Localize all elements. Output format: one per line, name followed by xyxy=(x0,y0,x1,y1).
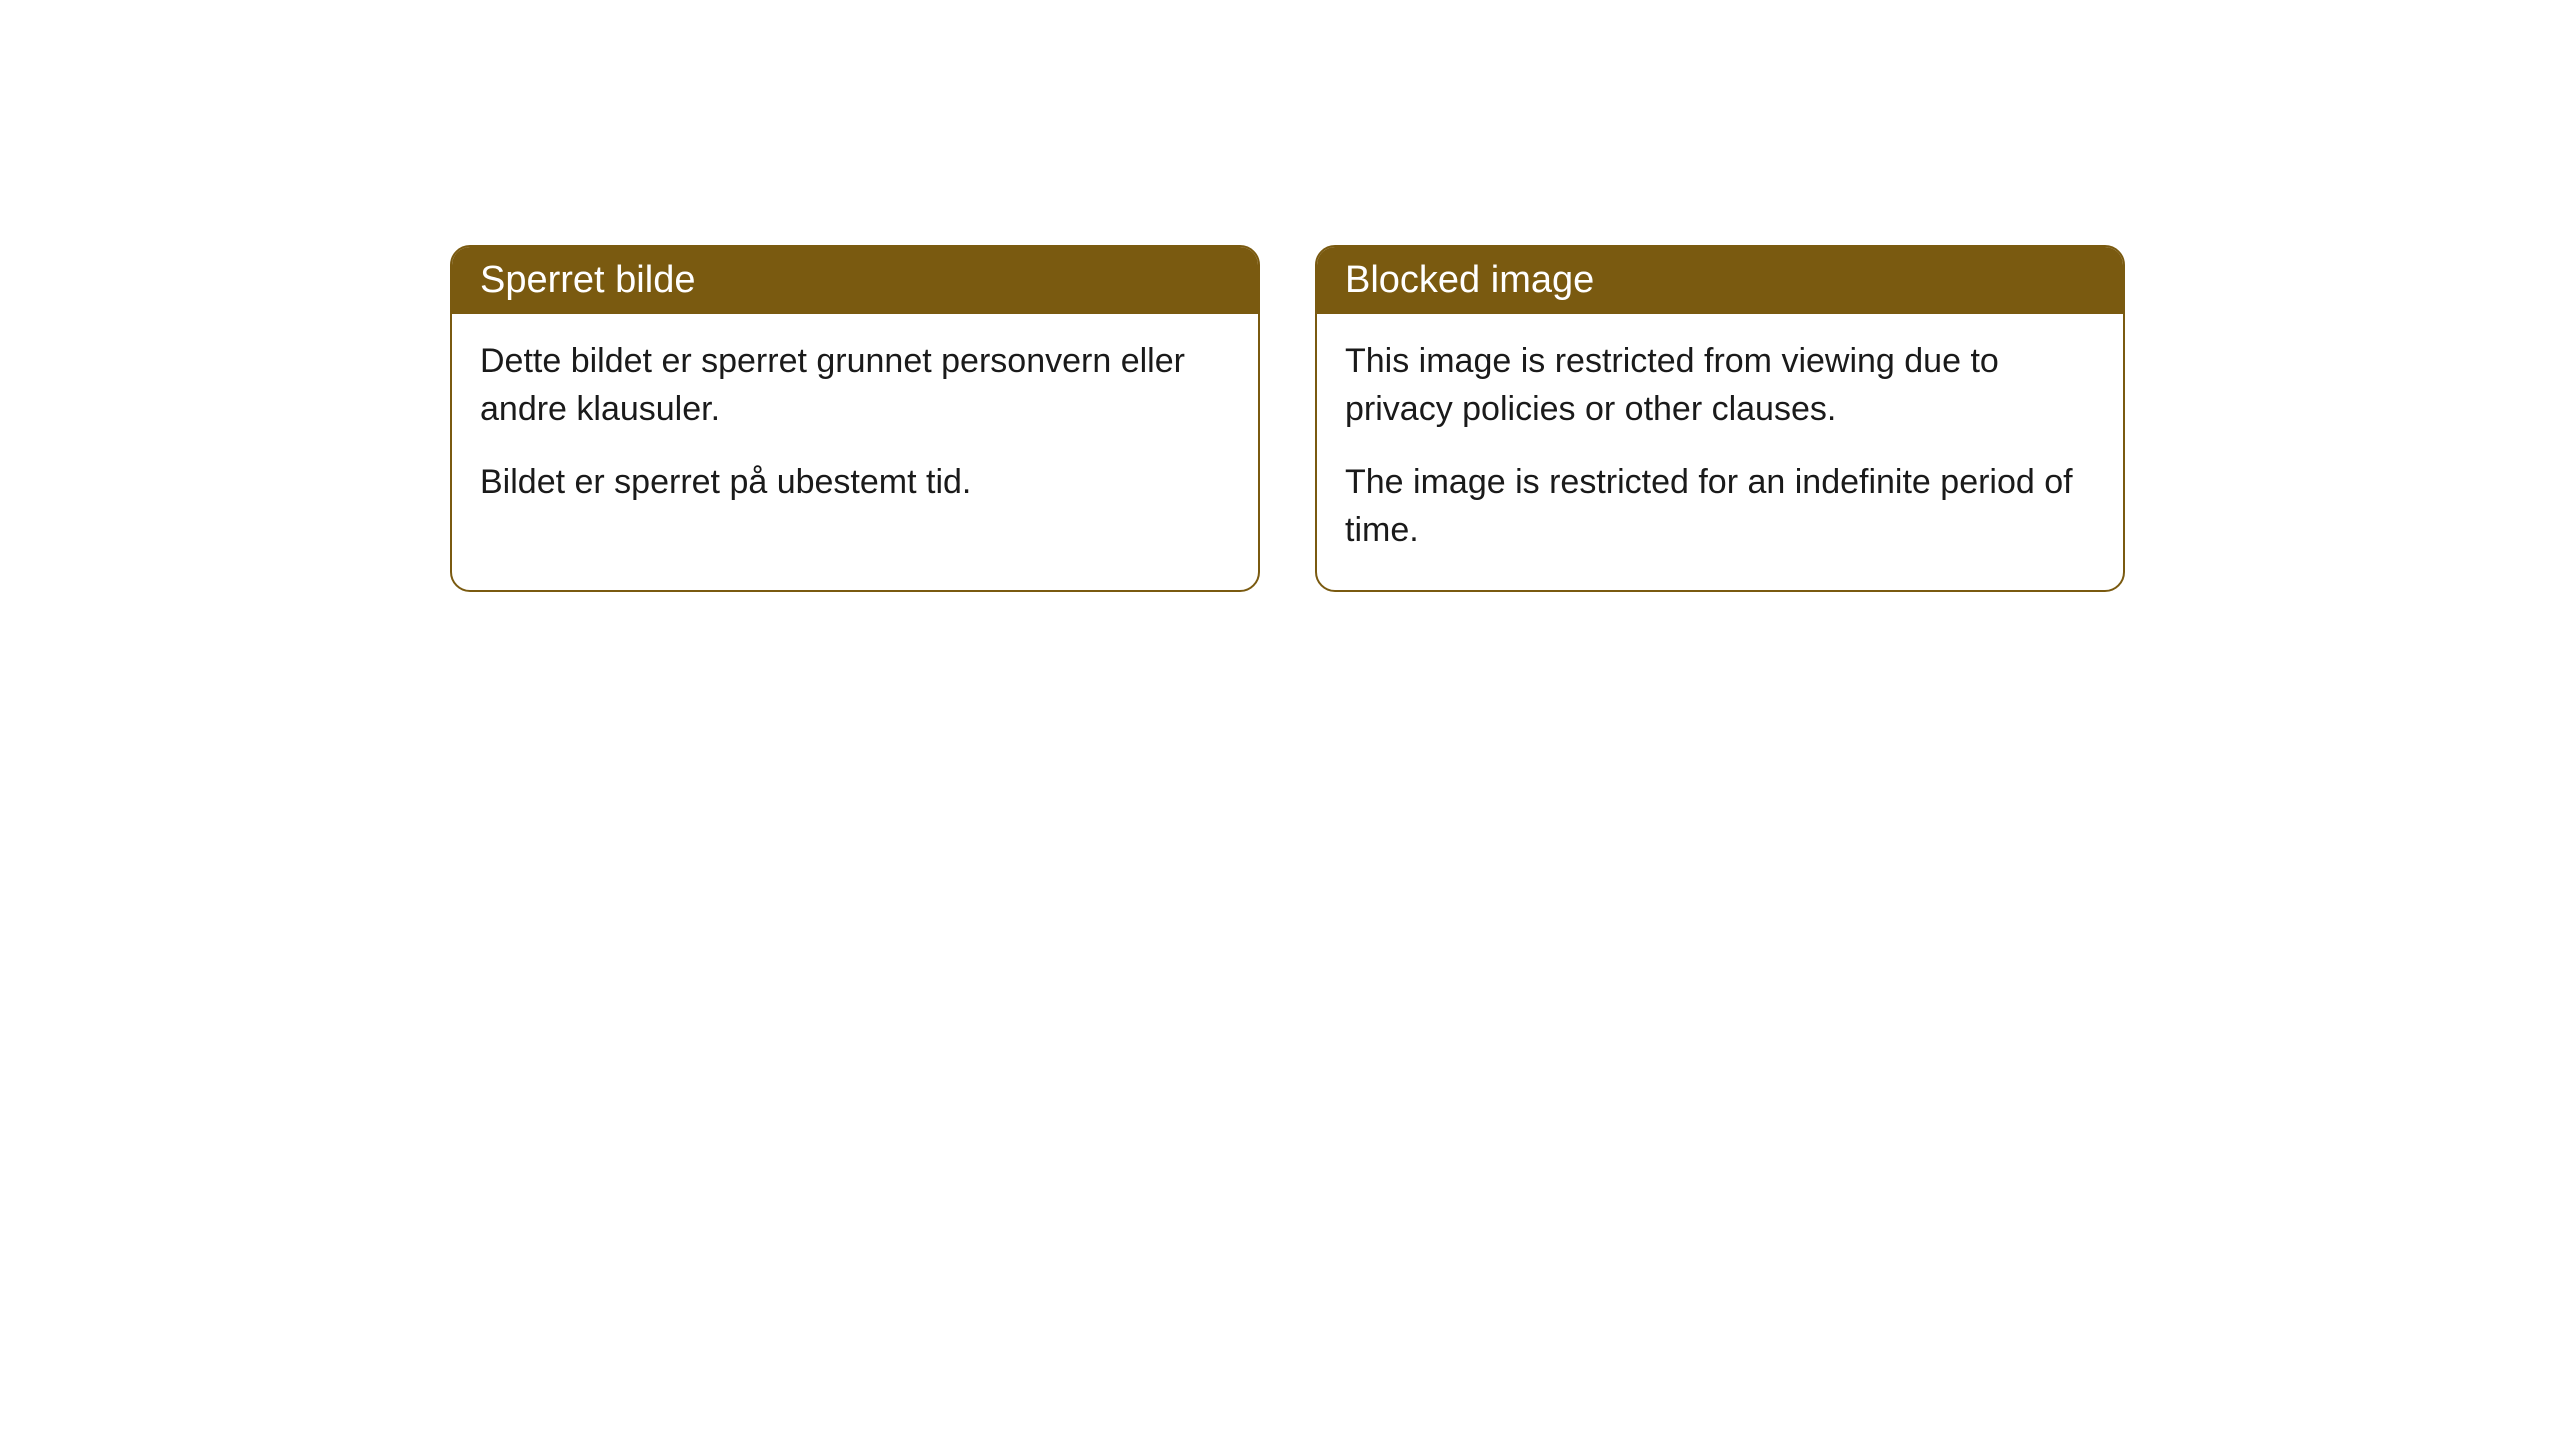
card-norwegian: Sperret bilde Dette bildet er sperret gr… xyxy=(450,245,1260,592)
card-english: Blocked image This image is restricted f… xyxy=(1315,245,2125,592)
card-body: Dette bildet er sperret grunnet personve… xyxy=(452,314,1258,543)
card-paragraph: The image is restricted for an indefinit… xyxy=(1345,459,2095,554)
card-header: Sperret bilde xyxy=(452,247,1258,314)
card-body: This image is restricted from viewing du… xyxy=(1317,314,2123,590)
card-title: Sperret bilde xyxy=(480,259,695,301)
cards-container: Sperret bilde Dette bildet er sperret gr… xyxy=(450,245,2125,592)
card-title: Blocked image xyxy=(1345,259,1594,301)
card-paragraph: Bildet er sperret på ubestemt tid. xyxy=(480,459,1230,507)
card-paragraph: This image is restricted from viewing du… xyxy=(1345,338,2095,433)
card-header: Blocked image xyxy=(1317,247,2123,314)
card-paragraph: Dette bildet er sperret grunnet personve… xyxy=(480,338,1230,433)
